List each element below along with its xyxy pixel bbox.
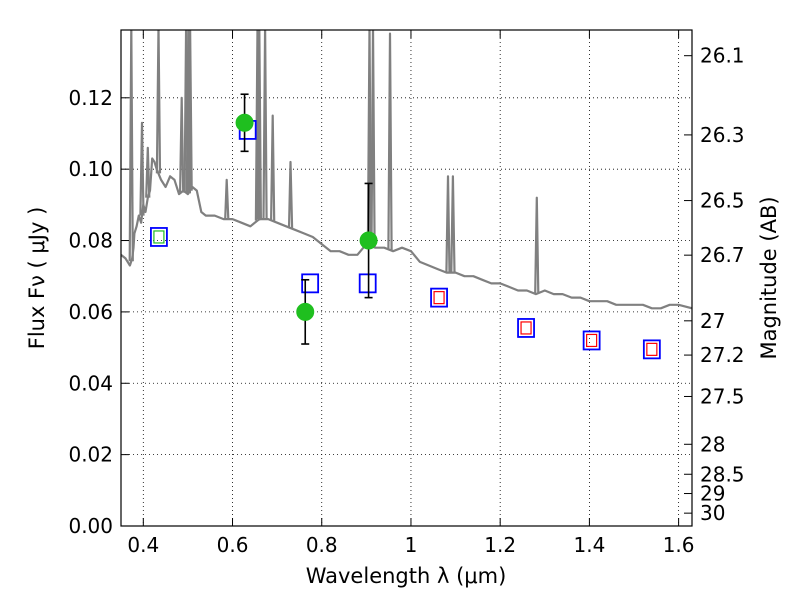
plot-data (121, 30, 692, 360)
y-tick-label: 0.04 (68, 371, 113, 395)
magnitude-tick-label: 26.3 (700, 123, 745, 147)
emission-line-spike (139, 121, 145, 216)
y-tick-label: 0.12 (68, 86, 113, 110)
observed-flux-point (359, 231, 378, 250)
emission-line-spike (366, 30, 373, 246)
observed-flux-point (235, 113, 254, 132)
model-flux-box (642, 339, 661, 360)
model-inner-box (646, 342, 658, 356)
model-flux-box (517, 318, 535, 338)
emission-line-spike (179, 96, 185, 193)
emission-line-spike (256, 30, 262, 220)
emission-line-spike (450, 175, 456, 273)
x-tick-label: 1.2 (484, 533, 516, 557)
magnitude-tick-label: 26.1 (700, 44, 745, 68)
emission-line-spike (370, 30, 376, 247)
emission-line-spike (445, 175, 451, 273)
magnitude-tick-label: 27 (700, 309, 725, 333)
axis-ticks: 0.4 0.6 0.8 1 1.2 1.4 1.6 0.00 0.02 0.04 0.06 0.08 0… (68, 30, 745, 557)
magnitude-tick-label: 29 (700, 482, 725, 506)
x-tick-label: 1.6 (663, 533, 695, 557)
model-flux-box (301, 273, 320, 294)
model-flux-box (430, 287, 448, 308)
x-tick-label: 1.4 (573, 533, 605, 557)
magnitude-tick-label: 26.7 (700, 243, 745, 267)
y-tick-label: 0.08 (68, 229, 113, 253)
emission-line-spike (387, 32, 393, 251)
emission-line-spike (187, 30, 193, 191)
model-inner-box (586, 333, 598, 348)
y-tick-label: 0.00 (68, 514, 113, 538)
emission-line-spike (128, 30, 134, 262)
model-inner-box (433, 291, 445, 305)
magnitude-tick-label: 26.5 (700, 189, 745, 213)
magnitude-tick-label: 28.5 (700, 462, 745, 486)
x-axis-label: Wavelength λ (μm) (306, 564, 507, 588)
x-tick-label: 0.6 (217, 533, 249, 557)
model-inner-box (153, 230, 165, 244)
y-tick-label: 0.06 (68, 300, 113, 324)
emission-line-spike (262, 30, 268, 220)
x-tick-label: 1 (405, 533, 418, 557)
model-inner-box (520, 321, 532, 335)
y-axis-label: Flux Fν ( μJy ) (25, 207, 49, 350)
y2-axis-label: Magnitude (AB) (757, 196, 781, 359)
emission-line-spike (145, 146, 151, 198)
model-flux-box (582, 330, 601, 351)
x-tick-label: 0.4 (127, 533, 159, 557)
model-flux-box (358, 273, 377, 294)
model-flux-box (150, 227, 168, 247)
y-tick-label: 0.02 (68, 443, 113, 467)
y-tick-label: 0.10 (68, 157, 113, 181)
emission-line-spike (287, 160, 294, 229)
grid-lines (121, 30, 692, 527)
plot-frame (120, 29, 693, 527)
magnitude-tick-label: 28 (700, 432, 725, 456)
magnitude-tick-label: 30 (700, 501, 725, 525)
x-tick-label: 0.8 (306, 533, 338, 557)
emission-line-spike (534, 196, 540, 294)
magnitude-tick-label: 27.5 (700, 384, 745, 408)
emission-line-spike (155, 30, 162, 174)
observed-flux-point (296, 302, 315, 321)
emission-line-spike (270, 114, 276, 221)
magnitude-tick-label: 27.2 (700, 343, 745, 367)
template-spectrum-line (121, 157, 692, 310)
emission-line-spike (224, 178, 230, 220)
